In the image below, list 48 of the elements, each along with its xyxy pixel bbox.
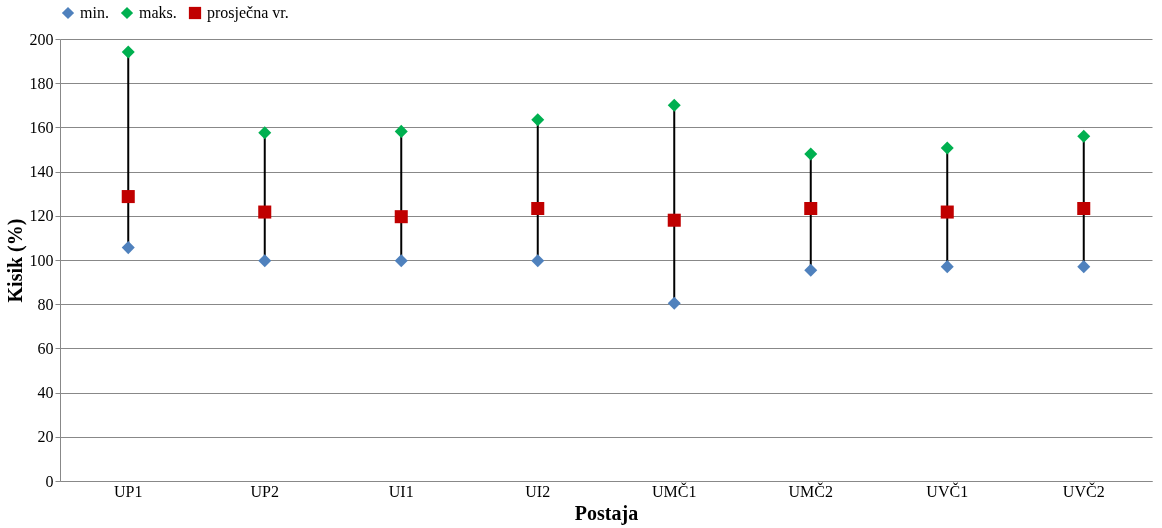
x-tick-label: UP1	[114, 482, 143, 500]
x-axis-title: Postaja	[574, 501, 639, 525]
x-tick-label: UMČ2	[788, 481, 833, 500]
point	[531, 113, 545, 127]
point	[1077, 260, 1091, 274]
point	[667, 213, 681, 227]
point	[940, 260, 954, 274]
point	[940, 205, 954, 219]
y-tick-label: 60	[37, 339, 54, 357]
point	[1077, 129, 1091, 143]
y-tick-label: 180	[29, 74, 54, 92]
x-tick-label: UVČ2	[1062, 481, 1105, 500]
point	[258, 205, 272, 219]
y-tick-label: 80	[37, 295, 54, 313]
point	[667, 296, 681, 310]
y-axis-title: Kisik (%)	[3, 218, 27, 303]
y-tick-label: 200	[29, 30, 54, 48]
point	[531, 254, 545, 268]
y-tick-label: 120	[29, 207, 54, 225]
legend-label: prosječna vr.	[207, 4, 289, 22]
x-tick-label: UVČ1	[926, 481, 969, 500]
point	[667, 98, 681, 112]
y-tick-label: 0	[45, 472, 54, 490]
y-tick-label: 20	[37, 428, 54, 446]
x-tick-label: UI1	[388, 482, 414, 500]
y-tick-label: 160	[29, 118, 54, 136]
x-tick-label: UP2	[250, 482, 279, 500]
point	[258, 126, 272, 140]
point	[121, 190, 135, 204]
point	[804, 201, 818, 216]
y-tick-label: 100	[29, 251, 54, 269]
point	[1077, 201, 1091, 216]
point	[940, 141, 954, 155]
legend-label: maks.	[139, 4, 177, 21]
legend-label: min.	[80, 4, 109, 21]
point	[531, 201, 545, 216]
x-tick-label: UI2	[525, 482, 551, 500]
point	[394, 254, 408, 268]
point	[121, 45, 135, 59]
point	[804, 263, 818, 277]
point	[804, 147, 818, 161]
point	[394, 210, 408, 224]
point	[121, 241, 135, 255]
point	[258, 254, 272, 268]
y-tick-label: 40	[37, 384, 54, 402]
x-tick-label: UMČ1	[652, 481, 697, 500]
y-tick-label: 140	[29, 163, 54, 181]
point	[394, 124, 408, 138]
